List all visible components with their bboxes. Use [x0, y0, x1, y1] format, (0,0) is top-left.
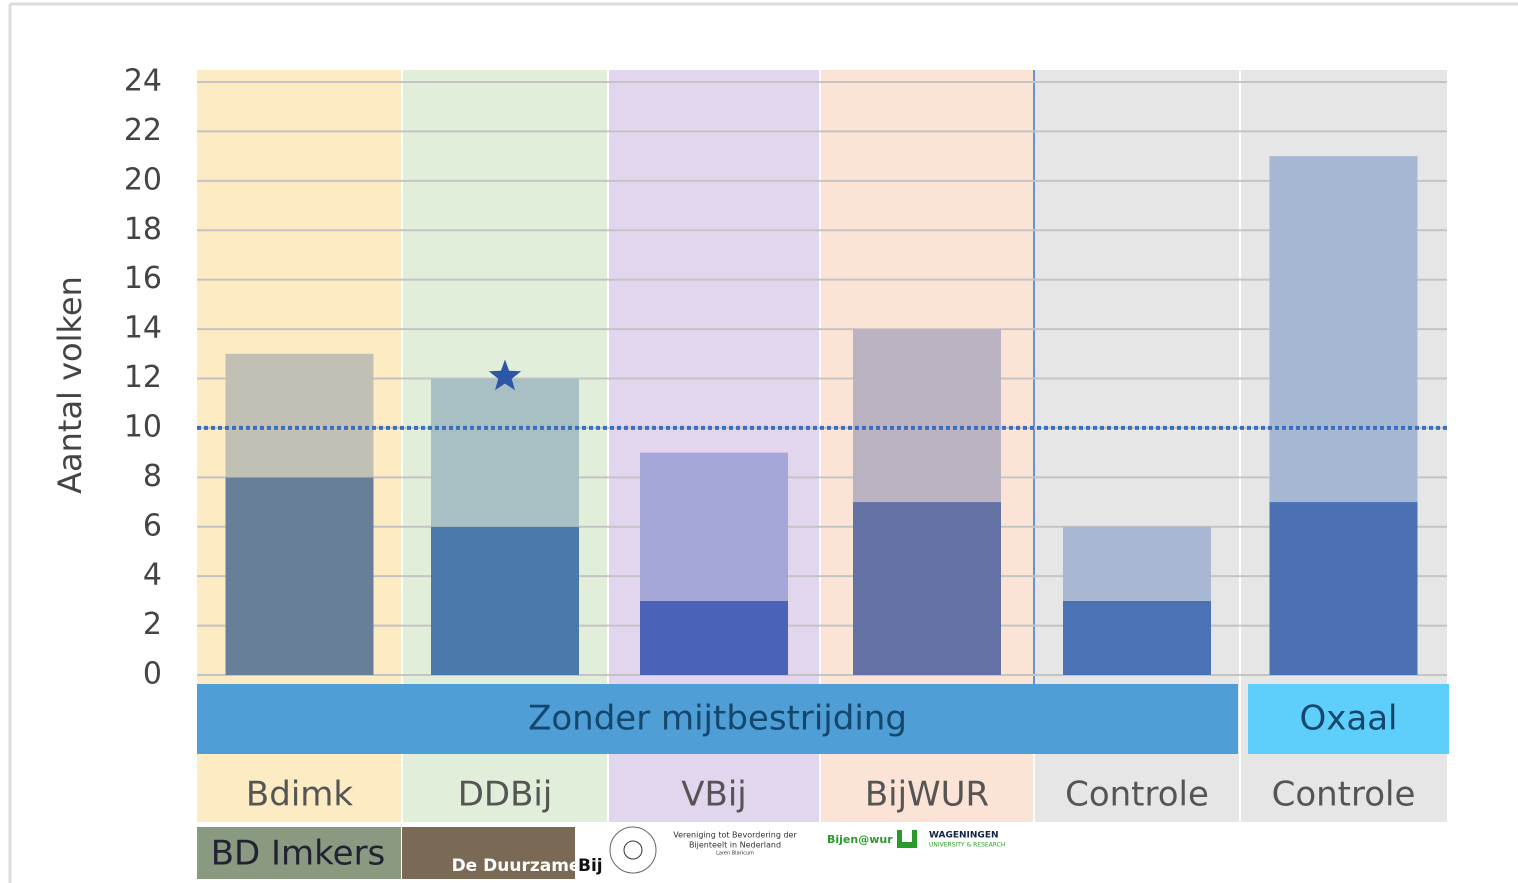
bar-segment: [1270, 502, 1418, 675]
y-tick-label: 14: [124, 311, 162, 346]
logo-text: Vereniging tot Bevordering der: [673, 831, 797, 840]
logo-text: Bij: [578, 856, 603, 876]
x-tick-label: DDBij: [458, 775, 553, 815]
y-tick-label: 24: [124, 64, 162, 99]
bar-segment: [226, 354, 374, 478]
x-tick-label: BijWUR: [865, 775, 989, 815]
y-tick-label: 12: [124, 360, 162, 395]
y-tick-label: 8: [143, 459, 162, 494]
bar-segment: [226, 477, 374, 675]
bar-segment: [1063, 601, 1211, 675]
logo-text: WAGENINGEN: [929, 831, 999, 841]
bar-segment: [853, 502, 1001, 675]
y-tick-label: 10: [124, 409, 162, 444]
chart: 024681012141618202224Zonder mijtbestrijd…: [0, 0, 1518, 883]
y-tick-label: 2: [143, 607, 162, 642]
x-tick-label: Controle: [1065, 775, 1209, 815]
x-tick-label: VBij: [681, 775, 746, 815]
y-tick-label: 4: [143, 558, 162, 593]
bar-segment: [1270, 156, 1418, 502]
y-tick-label: 6: [143, 508, 162, 543]
group-label: Oxaal: [1300, 699, 1398, 739]
x-tick-label: Controle: [1272, 775, 1416, 815]
logo-text: Bijen@wur: [827, 833, 893, 846]
y-tick-label: 16: [124, 261, 162, 296]
logo-text: Laren Blaricum: [716, 851, 754, 857]
logo-text: UNIVERSITY & RESEARCH: [929, 842, 1005, 849]
x-tick-label: Bdimk: [246, 775, 353, 815]
y-tick-label: 22: [124, 113, 162, 148]
y-axis-label: Aantal volken: [51, 276, 89, 494]
logo-text: BD Imkers: [211, 834, 386, 874]
y-tick-label: 18: [124, 212, 162, 247]
logo-text: De Duurzame: [452, 856, 581, 876]
bar-segment: [853, 329, 1001, 502]
logo-text: Bijenteelt in Nederland: [689, 841, 781, 850]
logo-emblem: [610, 827, 656, 873]
bar-segment: [431, 379, 579, 527]
y-tick-label: 0: [143, 657, 162, 692]
bar-segment: [431, 527, 579, 675]
bar-segment: [640, 601, 788, 675]
group-label: Zonder mijtbestrijding: [528, 699, 907, 739]
y-tick-label: 20: [124, 162, 162, 197]
bar-segment: [1063, 527, 1211, 601]
bar-segment: [640, 453, 788, 601]
logo-wur: [902, 830, 912, 842]
